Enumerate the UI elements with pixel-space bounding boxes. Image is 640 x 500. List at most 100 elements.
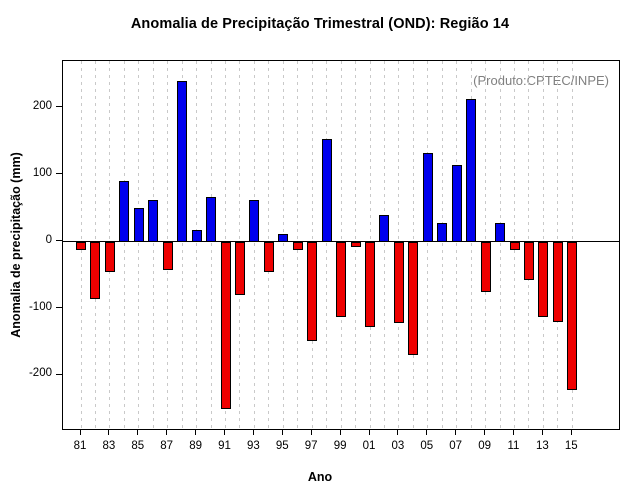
bar-88 [177, 81, 188, 242]
bar-99 [336, 241, 347, 318]
y-axis-tick [56, 373, 62, 375]
bar-97 [307, 241, 318, 341]
x-axis-tick [137, 429, 139, 435]
x-axis-tick [426, 429, 428, 435]
gridline [196, 61, 198, 429]
bar-95 [278, 233, 289, 242]
x-axis-tick [339, 429, 341, 435]
y-tick-label: -200 [28, 367, 52, 380]
x-axis-tick [455, 429, 457, 435]
bar-93 [249, 200, 260, 242]
x-tick-label: 87 [160, 440, 174, 452]
bar-92 [234, 241, 245, 296]
y-tick-label: 0 [45, 233, 52, 246]
chart-title: Anomalia de Precipitação Trimestral (OND… [130, 16, 510, 32]
bar-90 [206, 196, 217, 242]
bar-12 [523, 241, 534, 280]
gridline [326, 61, 328, 429]
x-axis-tick [368, 429, 370, 435]
bar-85 [133, 208, 144, 242]
gridline [383, 61, 385, 429]
x-tick-label: 05 [420, 440, 434, 452]
bar-81 [76, 241, 86, 250]
bar-09 [480, 241, 491, 292]
bar-10 [495, 222, 506, 242]
bar-94 [263, 241, 274, 272]
gridline [456, 61, 458, 429]
x-tick-label: 93 [246, 440, 260, 452]
bar-13 [538, 241, 549, 318]
x-axis-tick [513, 429, 514, 435]
bar-87 [162, 241, 173, 270]
bar-11 [509, 241, 520, 250]
gridline [470, 61, 472, 429]
x-tick-label: 13 [535, 440, 549, 452]
bar-96 [292, 241, 303, 250]
gridline [253, 61, 255, 429]
bar-91 [220, 241, 231, 409]
x-axis-tick [484, 429, 486, 435]
x-axis-tick [397, 429, 399, 435]
bar-82 [90, 241, 101, 299]
gridline [282, 61, 284, 429]
bar-01 [365, 241, 375, 328]
x-tick-label: 81 [73, 440, 87, 452]
gridline [152, 61, 154, 429]
x-axis-tick [166, 429, 168, 435]
x-axis-tick [570, 429, 572, 435]
bar-00 [350, 241, 361, 247]
x-tick-label: 09 [478, 440, 491, 452]
bar-06 [437, 222, 448, 242]
x-axis-tick [541, 429, 543, 435]
bar-02 [379, 214, 390, 242]
x-axis-tick [195, 429, 197, 435]
x-tick-label: 99 [333, 440, 347, 452]
x-tick-label: 85 [131, 440, 145, 452]
bar-04 [408, 241, 419, 356]
y-axis-tick [56, 240, 62, 242]
gridline [210, 61, 212, 429]
y-axis-tick [56, 307, 62, 309]
x-axis-tick [252, 429, 254, 435]
y-tick-label: 100 [32, 166, 52, 179]
bar-08 [466, 99, 477, 242]
bar-03 [393, 241, 404, 324]
x-tick-label: 83 [102, 440, 116, 452]
gridline [123, 61, 125, 429]
gridline [138, 61, 140, 429]
bar-07 [451, 164, 462, 242]
bar-98 [321, 139, 332, 242]
plot-area: (Produto:CPTEC/INPE) [62, 60, 620, 430]
gridline [181, 61, 183, 429]
x-axis-tick [224, 429, 225, 435]
bar-86 [148, 200, 159, 242]
bar-15 [567, 241, 578, 391]
x-axis-tick [281, 429, 283, 435]
x-axis-tick [108, 429, 110, 435]
y-axis-tick [56, 173, 62, 175]
x-axis-tick [79, 429, 81, 435]
x-tick-label: 91 [218, 440, 231, 452]
x-tick-label: 03 [391, 440, 405, 452]
x-tick-label: 89 [189, 440, 202, 452]
bar-05 [422, 152, 433, 242]
x-tick-label: 97 [304, 440, 318, 452]
x-tick-label: 01 [362, 440, 376, 452]
bar-84 [119, 181, 130, 242]
x-tick-label: 15 [564, 440, 578, 452]
source-annotation: (Produto:CPTEC/INPE) [473, 73, 609, 88]
gridline [499, 61, 501, 429]
x-axis-label: Ano [307, 470, 333, 484]
x-axis-tick [310, 429, 312, 435]
bar-89 [191, 229, 202, 242]
gridline [441, 61, 443, 429]
y-tick-label: 200 [32, 99, 52, 112]
y-axis-tick [56, 106, 62, 108]
bar-14 [552, 241, 563, 322]
x-tick-label: 07 [449, 440, 463, 452]
gridline [427, 61, 429, 429]
y-tick-label: -100 [28, 300, 52, 313]
x-tick-label: 95 [275, 440, 289, 452]
x-tick-label: 11 [507, 440, 520, 452]
